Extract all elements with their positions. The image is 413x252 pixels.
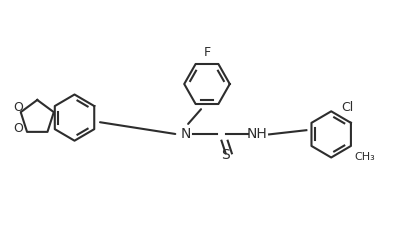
Text: F: F [203,46,210,59]
Text: O: O [13,122,23,135]
Text: N: N [180,128,191,141]
Text: NH: NH [246,128,266,141]
Text: O: O [13,101,23,114]
Text: Cl: Cl [341,101,353,114]
Text: S: S [221,148,230,162]
Text: CH₃: CH₃ [353,152,374,163]
